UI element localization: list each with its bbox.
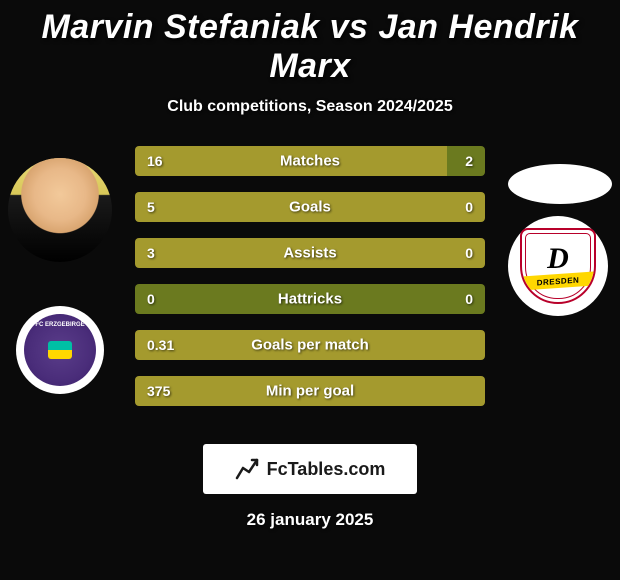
club-left-name: FC ERZGEBIRGE [24, 322, 96, 328]
stat-label: Hattricks [135, 291, 485, 308]
stat-label: Assists [135, 245, 485, 262]
stat-row: 30Assists [135, 238, 485, 268]
club-right-letter: D [547, 242, 569, 276]
snapshot-date: 26 january 2025 [0, 510, 620, 530]
player1-face-placeholder [8, 158, 112, 262]
player1-club-badge: FC ERZGEBIRGE [16, 306, 104, 394]
stat-row: 375Min per goal [135, 376, 485, 406]
stat-row: 0.31Goals per match [135, 330, 485, 360]
comparison-panel: FC ERZGEBIRGE D DRESDEN 162Matches 50Goal… [0, 146, 620, 426]
stat-label: Goals per match [135, 337, 485, 354]
stat-label: Min per goal [135, 383, 485, 400]
stat-row: 162Matches [135, 146, 485, 176]
club-dynamo-dresden-icon: D DRESDEN [520, 228, 596, 304]
player2-jersey-icon [508, 164, 612, 204]
page-title: Marvin Stefaniak vs Jan Hendrik Marx [0, 0, 620, 86]
player1-avatar [8, 158, 112, 262]
stat-label: Matches [135, 153, 485, 170]
fctables-logo[interactable]: FcTables.com [203, 444, 417, 494]
season-subtitle: Club competitions, Season 2024/2025 [0, 98, 620, 116]
footer-brand-text: FcTables.com [267, 459, 386, 480]
stat-row: 00Hattricks [135, 284, 485, 314]
chart-icon [235, 456, 261, 482]
stat-label: Goals [135, 199, 485, 216]
player2-club-badge: D DRESDEN [508, 216, 608, 316]
stat-row: 50Goals [135, 192, 485, 222]
stat-bars: 162Matches 50Goals 30Assists 00Hattricks 0.3… [135, 146, 485, 422]
club-erzgebirge-aue-icon: FC ERZGEBIRGE [24, 314, 96, 386]
club-right-band-label: DRESDEN [522, 271, 594, 290]
